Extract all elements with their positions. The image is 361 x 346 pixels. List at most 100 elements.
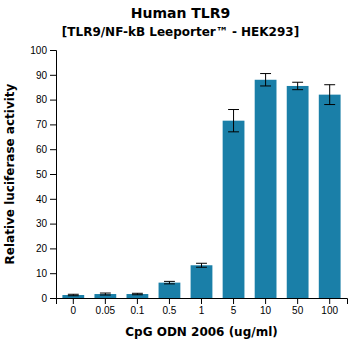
error-cap bbox=[68, 295, 79, 296]
error-bar bbox=[68, 294, 79, 295]
error-cap bbox=[260, 85, 271, 86]
error-bar bbox=[260, 74, 271, 86]
x-tick: 0.05 bbox=[96, 298, 116, 316]
y-tick-label: 0 bbox=[41, 293, 47, 304]
error-cap bbox=[100, 295, 111, 296]
x-tick: 50 bbox=[292, 298, 304, 316]
y-tick-mark bbox=[50, 50, 56, 51]
x-tick: 10 bbox=[260, 298, 272, 316]
x-tick-mark bbox=[201, 298, 202, 304]
bar bbox=[319, 95, 341, 298]
x-tick-mark bbox=[105, 298, 106, 304]
bar bbox=[223, 121, 245, 298]
y-tick: 60 bbox=[36, 144, 56, 155]
y-tick: 20 bbox=[36, 243, 56, 254]
error-cap bbox=[196, 267, 207, 268]
error-line bbox=[297, 82, 298, 89]
error-bar bbox=[164, 281, 175, 283]
y-axis-title: Relative luciferase activity bbox=[3, 83, 17, 264]
x-tick-mark bbox=[169, 298, 170, 304]
error-bar bbox=[132, 293, 143, 294]
error-line bbox=[329, 85, 330, 105]
x-tick-label: 0 bbox=[71, 305, 77, 316]
y-tick-mark bbox=[50, 298, 56, 299]
x-tick: 0 bbox=[71, 298, 77, 316]
error-bar bbox=[228, 110, 239, 132]
error-cap bbox=[132, 294, 143, 295]
x-tick-label: 0.1 bbox=[130, 305, 144, 316]
chart: 0 0.05 0.1 0.5 1 5 10 50 100 0 10 20 30 40 50 60 70 80 90 1… bbox=[0, 0, 361, 346]
error-bar bbox=[100, 293, 111, 295]
error-bar bbox=[196, 263, 207, 267]
y-tick: 50 bbox=[36, 169, 56, 180]
error-cap bbox=[164, 281, 175, 282]
y-tick: 70 bbox=[36, 119, 56, 130]
x-tick-mark bbox=[233, 298, 234, 304]
y-tick-label: 90 bbox=[36, 70, 48, 81]
y-axis: 0 10 20 30 40 50 60 70 80 90 100 bbox=[30, 45, 56, 304]
y-tick-label: 50 bbox=[36, 169, 48, 180]
x-tick-label: 100 bbox=[321, 305, 338, 316]
y-tick: 10 bbox=[36, 268, 56, 279]
error-cap bbox=[100, 293, 111, 294]
y-tick-label: 70 bbox=[36, 119, 48, 130]
y-tick-mark bbox=[50, 224, 56, 225]
x-tick-mark bbox=[329, 298, 330, 304]
y-tick-mark bbox=[50, 75, 56, 76]
error-bar bbox=[292, 82, 303, 89]
y-tick-mark bbox=[50, 124, 56, 125]
bar bbox=[127, 294, 149, 298]
subtitle: [TLR9/NF-kB Leeporter™ - HEK293] bbox=[62, 25, 299, 39]
x-tick-label: 5 bbox=[231, 305, 237, 316]
y-tick: 0 bbox=[41, 293, 56, 304]
plot: 0 0.05 0.1 0.5 1 5 10 50 100 0 10 20 30 40 50 60 70 80 90 1… bbox=[30, 45, 347, 316]
x-tick-label: 0.5 bbox=[162, 305, 176, 316]
bar bbox=[191, 265, 213, 298]
error-line bbox=[201, 263, 202, 267]
bar bbox=[94, 294, 116, 298]
x-axis: 0 0.05 0.1 0.5 1 5 10 50 100 bbox=[57, 298, 348, 316]
x-tick-mark bbox=[265, 298, 266, 304]
x-tick: 0.1 bbox=[130, 298, 144, 316]
y-tick: 100 bbox=[30, 45, 56, 56]
error-bar bbox=[324, 85, 335, 105]
y-tick-mark bbox=[50, 100, 56, 101]
y-tick-mark bbox=[50, 149, 56, 150]
error-cap bbox=[132, 293, 143, 294]
y-tick-mark bbox=[50, 199, 56, 200]
error-cap bbox=[68, 294, 79, 295]
error-cap bbox=[324, 104, 335, 105]
y-tick-label: 10 bbox=[36, 268, 48, 279]
marks bbox=[62, 74, 340, 298]
x-tick: 100 bbox=[321, 298, 338, 316]
y-tick-label: 100 bbox=[30, 45, 47, 56]
y-tick: 30 bbox=[36, 218, 56, 229]
y-tick-label: 60 bbox=[36, 144, 48, 155]
error-line bbox=[233, 110, 234, 132]
x-axis-title: CpG ODN 2006 (ug/ml) bbox=[125, 325, 277, 339]
error-cap bbox=[292, 89, 303, 90]
y-tick-label: 40 bbox=[36, 194, 48, 205]
y-tick: 80 bbox=[36, 94, 56, 105]
x-tick-label: 0.05 bbox=[96, 305, 116, 316]
x-tick-label: 1 bbox=[199, 305, 205, 316]
y-tick-mark bbox=[50, 273, 56, 274]
bar bbox=[255, 80, 277, 298]
y-tick-label: 80 bbox=[36, 94, 48, 105]
bar bbox=[287, 86, 309, 298]
y-tick-label: 20 bbox=[36, 243, 48, 254]
error-cap bbox=[228, 131, 239, 132]
x-axis-line bbox=[57, 299, 348, 305]
error-cap bbox=[196, 263, 207, 264]
bar bbox=[62, 295, 84, 298]
x-tick-mark bbox=[137, 298, 138, 304]
error-cap bbox=[324, 84, 335, 85]
title: Human TLR9 bbox=[131, 5, 231, 21]
x-tick: 1 bbox=[199, 298, 205, 316]
x-tick-label: 50 bbox=[292, 305, 304, 316]
x-tick: 0.5 bbox=[162, 298, 176, 316]
error-line bbox=[265, 74, 266, 86]
y-axis-line bbox=[50, 51, 57, 299]
x-tick-mark bbox=[297, 298, 298, 304]
y-tick: 40 bbox=[36, 194, 56, 205]
